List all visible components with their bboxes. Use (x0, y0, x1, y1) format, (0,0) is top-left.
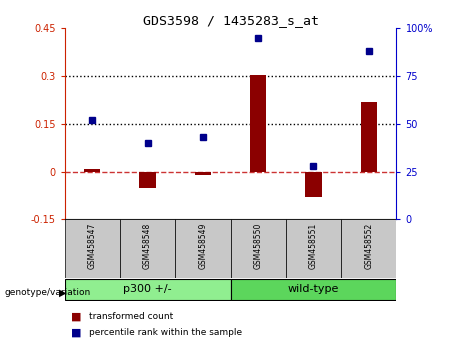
Text: GSM458548: GSM458548 (143, 223, 152, 269)
Bar (175, 219, 230, 278)
Bar (305, 172, 322, 197)
Bar (361, 102, 377, 172)
Bar (286, 219, 341, 278)
Text: wild-type: wild-type (288, 284, 339, 294)
Text: GSM458551: GSM458551 (309, 223, 318, 269)
Text: genotype/variation: genotype/variation (5, 288, 91, 297)
Text: ■: ■ (71, 312, 82, 322)
Text: p300 +/-: p300 +/- (123, 284, 172, 294)
Bar (230, 219, 286, 278)
Bar (195, 172, 211, 175)
Bar (341, 219, 396, 278)
Bar (65, 219, 120, 278)
Bar (120, 219, 175, 278)
Text: GSM458549: GSM458549 (198, 223, 207, 269)
Bar (230, 279, 396, 300)
Bar (84, 169, 100, 172)
Text: percentile rank within the sample: percentile rank within the sample (89, 328, 242, 337)
Text: GSM458552: GSM458552 (364, 223, 373, 269)
Text: transformed count: transformed count (89, 312, 173, 321)
Text: GSM458547: GSM458547 (88, 223, 97, 269)
Text: ▶: ▶ (59, 287, 66, 297)
Text: GSM458550: GSM458550 (254, 223, 263, 269)
Text: ■: ■ (71, 328, 82, 338)
Bar (250, 75, 266, 172)
Text: GDS3598 / 1435283_s_at: GDS3598 / 1435283_s_at (142, 14, 319, 27)
Bar (65, 279, 230, 300)
Bar (139, 172, 156, 188)
